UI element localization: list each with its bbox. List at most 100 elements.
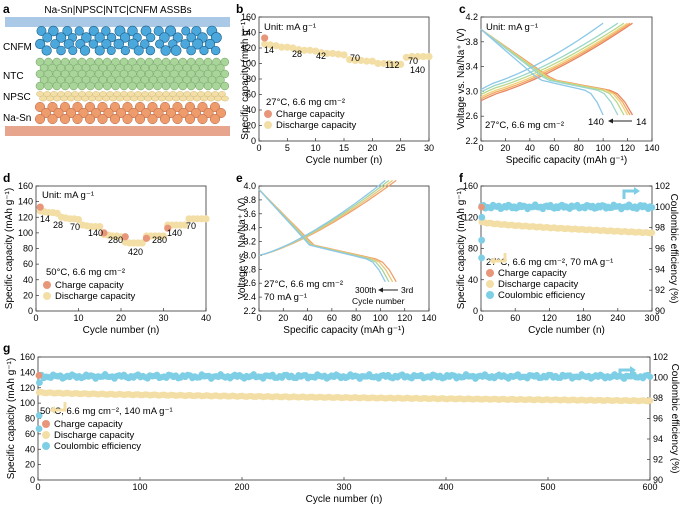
discharge-point: [380, 59, 388, 68]
axis-arrow-right-head: [634, 187, 640, 195]
y2-tick-label: 94: [655, 264, 665, 274]
discharge-point: [357, 56, 365, 64]
ntc-particle: [35, 69, 45, 79]
nasn-particle: [115, 107, 127, 119]
ntc-particle: [115, 75, 124, 85]
cnfm-particle: [165, 25, 176, 37]
charge-point: [142, 234, 151, 242]
legend-label: Coulombic efficiency: [54, 441, 141, 452]
condition-label: 27°C, 6.6 mg cm⁻²: [264, 279, 343, 290]
discharge-point: [397, 60, 405, 68]
charge-point: [261, 34, 269, 42]
legend-marker: [43, 292, 51, 300]
charge-curve: [480, 22, 625, 96]
nasn-particle: [172, 113, 183, 125]
ntc-particle: [170, 57, 179, 67]
cnfm-particle: [50, 39, 60, 49]
axis-arrow-right: [618, 368, 630, 378]
nasn-particle: [178, 107, 189, 119]
ntc-particle: [86, 69, 95, 79]
discharge-curve: [480, 28, 604, 116]
cnfm-particle: [88, 25, 99, 37]
discharge-point: [272, 42, 280, 50]
discharge-point: [391, 60, 399, 68]
x-axis-label: Specific capacity (mAh g⁻¹): [506, 155, 627, 166]
discharge-point: [329, 49, 337, 58]
ntc-particle: [77, 81, 87, 91]
condition-label: 50°C, 6.6 mg cm⁻², 140 mA g⁻¹: [40, 406, 173, 417]
ntc-particle: [119, 69, 129, 79]
npsc-particle: [158, 95, 166, 102]
ntc-particle: [102, 81, 112, 91]
ntc-particle: [207, 75, 217, 85]
cnfm-particle: [113, 38, 125, 50]
ntc-particle: [56, 63, 66, 73]
ntc-particle: [98, 63, 108, 73]
discharge-curve: [480, 28, 634, 116]
nasn-particle: [59, 101, 71, 113]
cnfm-particle: [191, 25, 202, 37]
npsc-particle: [60, 95, 68, 102]
charge-curve: [258, 179, 393, 257]
axis-arrow-left-head: [49, 406, 55, 414]
discharge-point: [425, 52, 433, 61]
npsc-particle: [200, 95, 208, 102]
x-tick-label: 0: [35, 482, 40, 492]
charge-point: [164, 224, 172, 232]
cnfm-particle: [170, 45, 182, 56]
ntc-particle: [207, 63, 217, 73]
y-tick-label: 80: [246, 74, 256, 84]
ntc-particle: [128, 69, 137, 79]
legend-marker: [486, 269, 494, 277]
nasn-particle: [103, 107, 114, 119]
npsc-particle: [67, 95, 75, 102]
x-tick-label: 0: [478, 313, 483, 323]
ntc-particle: [212, 57, 221, 67]
npsc-particle: [186, 95, 194, 102]
ntc-particle: [132, 63, 141, 73]
legend-marker: [42, 431, 50, 439]
x-tick-label: 300: [336, 482, 351, 492]
ntc-particle: [178, 69, 188, 79]
npsc-particle: [179, 95, 187, 102]
legend-marker: [43, 281, 51, 289]
ntc-particle: [170, 69, 179, 79]
ntc-particle: [161, 57, 171, 67]
ntc-particle: [69, 81, 78, 91]
npsc-particle: [172, 95, 180, 102]
discharge-point: [96, 223, 104, 231]
discharge-point: [289, 44, 297, 52]
x-tick-label: 120: [542, 313, 557, 323]
ntc-particle: [199, 63, 208, 73]
x-axis-label: Cycle number (n): [306, 494, 383, 505]
y-tick-label: 3.0: [243, 250, 256, 260]
y2-tick-label: 90: [653, 475, 663, 485]
ntc-particle: [60, 81, 70, 91]
y-tick-label: 60: [23, 259, 33, 269]
discharge-point: [266, 41, 274, 49]
x-axis-label: Cycle number (n): [306, 155, 383, 166]
nasn-particle: [140, 107, 152, 119]
panel-label-g: g: [3, 341, 10, 355]
rate-label: 140: [167, 228, 182, 238]
nasn-particle: [159, 113, 171, 125]
arrow-caption: Cycle number: [352, 296, 405, 306]
cnfm-layer: [35, 25, 222, 56]
cnfm-particle: [204, 38, 216, 50]
y2-tick-label: 100: [653, 373, 668, 383]
x-tick-label: 0: [256, 143, 261, 153]
y-tick-label: 3.2: [243, 237, 256, 247]
legend-label: Charge capacity: [498, 268, 567, 279]
nasn-particle: [209, 101, 221, 113]
panel-d-rate-capability-50c: 0 10 20 30 40 0 20 40 60 80 100 120 140 160 Cycle numb…: [4, 181, 211, 336]
y2-tick-label: 102: [653, 352, 668, 362]
y2-axis-label: Coulombic efficiency (%): [669, 364, 680, 474]
axis-arrow-right-head: [630, 366, 636, 374]
rate-label: 70: [70, 222, 80, 232]
cnfm-particle: [56, 45, 66, 56]
cnfm-particle: [62, 26, 73, 36]
coulombic-point: [478, 254, 485, 262]
nasn-particle: [72, 101, 83, 113]
x-tick-label: 40: [303, 313, 313, 323]
x-tick-label: 80: [351, 313, 361, 323]
